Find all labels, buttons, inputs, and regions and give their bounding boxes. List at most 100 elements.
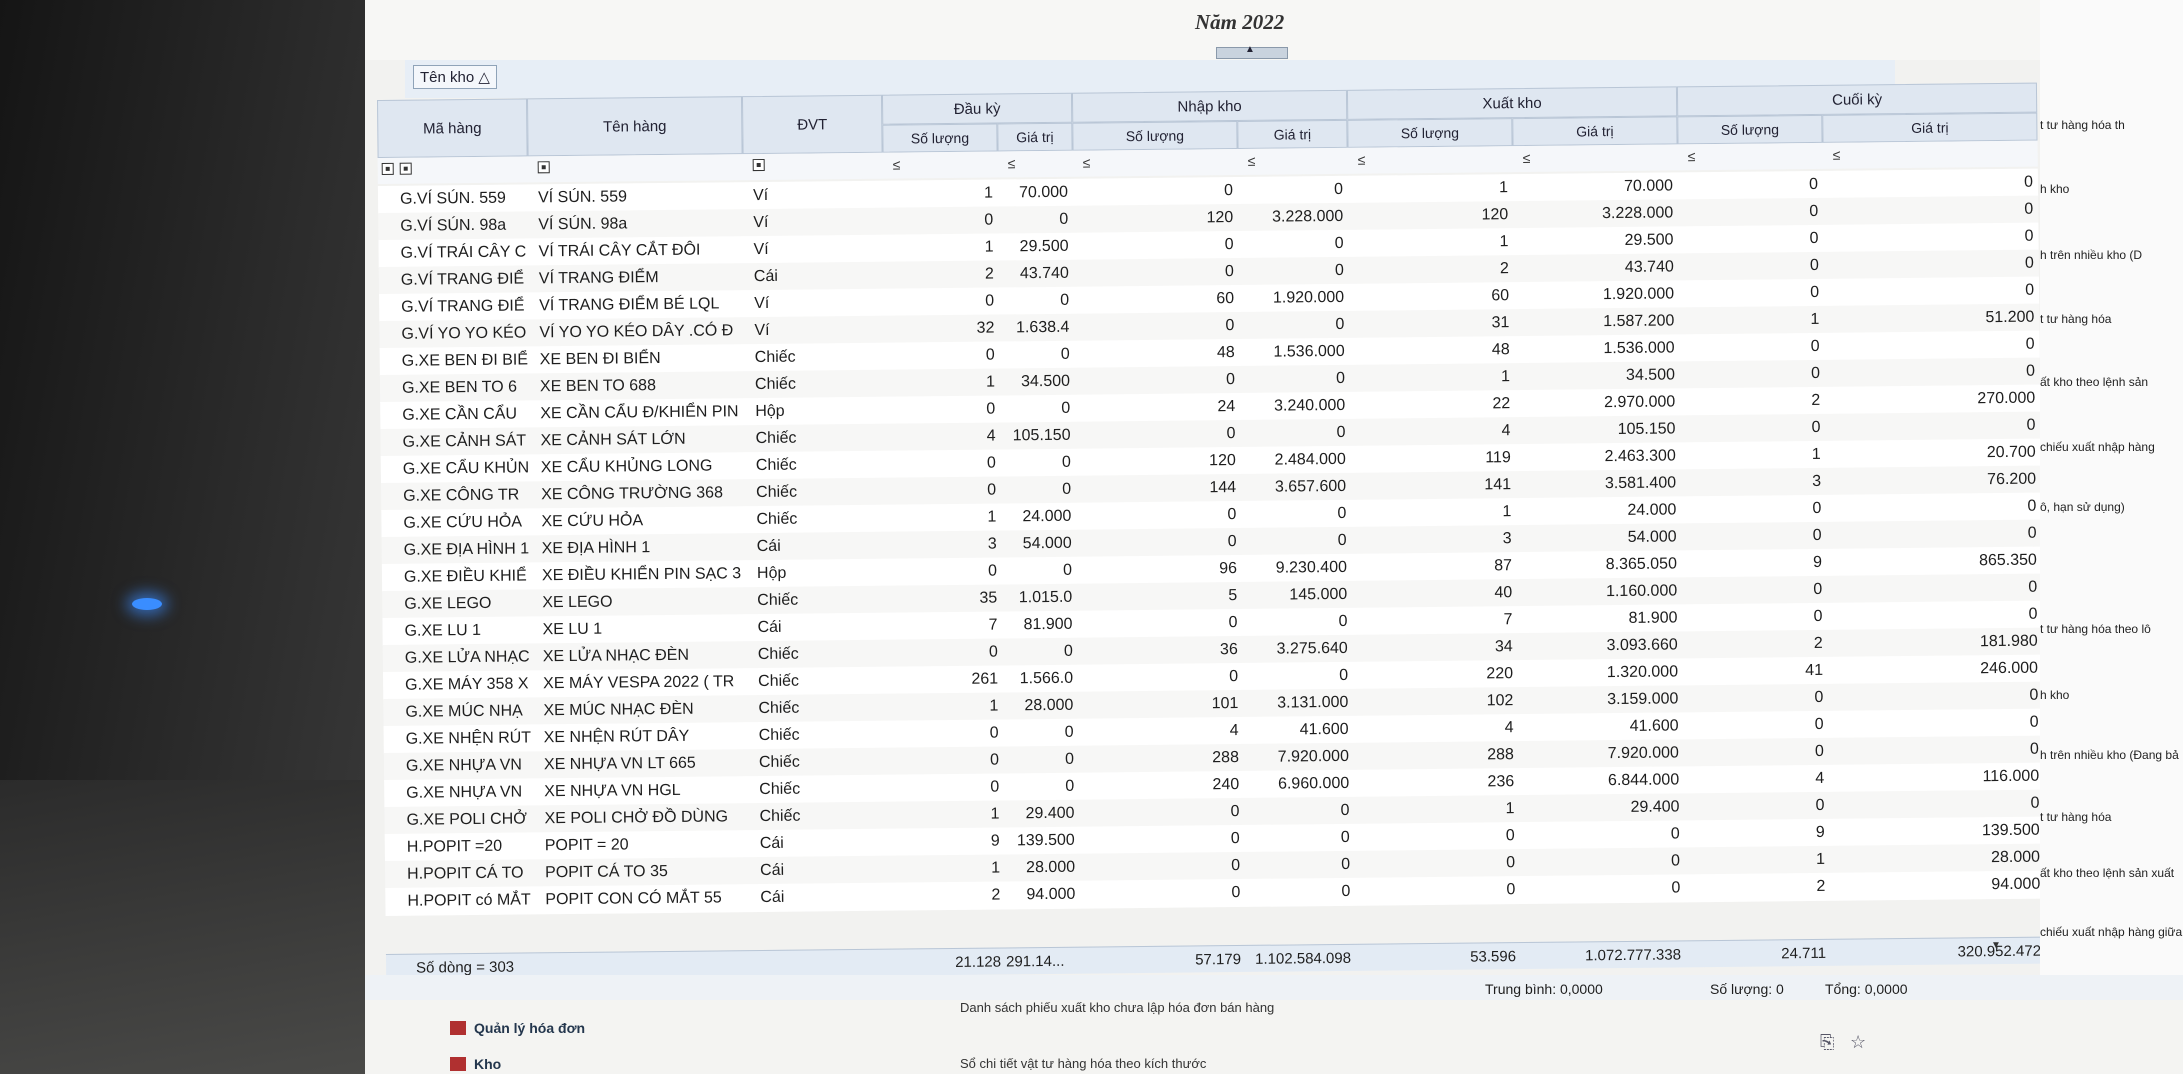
col-nhap-kho-so-luong[interactable]: Số lượng (1072, 120, 1238, 151)
col-cuoi-ky-so-luong[interactable]: Số lượng (1677, 114, 1823, 145)
cell-ck-gia-tri: 94.000 (1991, 875, 2041, 894)
report-list-item[interactable]: t tư hàng hóa theo lô (2040, 622, 2151, 636)
cell-xk-so-luong: 87 (1494, 557, 1513, 575)
cell-nk-so-luong: 144 (1209, 479, 1237, 497)
filter-ten-hang[interactable] (537, 160, 550, 176)
report-list-item[interactable]: t tư hàng hóa th (2040, 118, 2125, 132)
filter-dk-gt[interactable]: ≤ (1007, 155, 1016, 172)
col-xuat-kho-so-luong[interactable]: Số lượng (1347, 118, 1513, 148)
cell-dk-gia-tri: 0 (1062, 561, 1073, 579)
cell-ck-gia-tri: 0 (2029, 686, 2039, 704)
col-cuoi-ky-gia-tri[interactable]: Giá trị (1822, 112, 2038, 143)
cell-xk-gia-tri: 3.159.000 (1607, 690, 1679, 709)
cell-dvt: Chiếc (758, 753, 800, 772)
cell-nk-so-luong: 0 (1229, 668, 1239, 686)
cell-ck-gia-tri: 0 (2026, 416, 2036, 434)
cell-dvt: Chiếc (758, 699, 800, 718)
cell-ma-hang: G.XE NHỰA VN (405, 756, 522, 775)
nav-invoice[interactable]: Quản lý hóa đơn (450, 1020, 585, 1036)
power-led (132, 598, 162, 610)
cell-xk-gia-tri: 70.000 (1623, 177, 1674, 195)
cell-ma-hang: G.XE CẨU KHỦN (402, 459, 530, 478)
report-list-item[interactable]: ất kho theo lệnh sản xuất (2040, 866, 2175, 880)
cell-nk-gia-tri: 7.920.000 (1277, 747, 1350, 766)
cell-nk-gia-tri: 0 (1337, 531, 1347, 549)
cell-xk-so-luong: 7 (1503, 611, 1513, 629)
report-list-item[interactable]: h kho (2040, 182, 2070, 196)
report-list-item[interactable]: chiếu xuất nhập hàng giữa cá (2040, 925, 2183, 939)
col-dvt[interactable]: ĐVT (741, 94, 883, 155)
cell-ma-hang: G.VÍ TRANG ĐIỂ (400, 270, 525, 289)
cell-ten-hang: POPIT = 20 (544, 836, 629, 855)
cell-ma-hang: G.VÍ YO YO KÉO (401, 324, 527, 343)
cell-nk-so-luong: 120 (1206, 209, 1234, 227)
report-list-item[interactable]: ô, hạn sử dụng) (2040, 500, 2125, 514)
star-icon[interactable]: ☆ (1850, 1032, 1867, 1052)
cell-ten-hang: XE NHỰA VN HGL (544, 781, 681, 801)
cell-nk-gia-tri: 0 (1334, 234, 1344, 252)
cell-nk-gia-tri: 9.230.400 (1275, 558, 1348, 577)
preview-icon[interactable]: ⎘ (1820, 1032, 1835, 1052)
group-by-tag[interactable]: Tên kho △ (413, 65, 497, 89)
scroll-down-icon[interactable]: ▼ (1991, 940, 2001, 951)
cell-ck-so-luong: 1 (1816, 850, 1826, 868)
cell-xk-so-luong: 22 (1492, 395, 1511, 413)
filter-ck-sl[interactable]: ≤ (1687, 148, 1696, 165)
col-dau-ky-gia-tri[interactable]: Giá trị (997, 122, 1073, 152)
col-dau-ky-so-luong[interactable]: Số lượng (882, 123, 998, 153)
cell-ck-so-luong: 0 (1814, 715, 1824, 733)
cell-ck-gia-tri: 0 (2030, 794, 2040, 812)
cell-dk-gia-tri: 28.000 (1024, 696, 1074, 715)
cell-nk-so-luong: 0 (1224, 236, 1234, 254)
col-nhap-kho-gia-tri[interactable]: Giá trị (1237, 119, 1348, 149)
cell-dvt: Cái (757, 618, 782, 637)
report-list-item[interactable]: t tư hàng hóa (2040, 312, 2112, 326)
report-link-1[interactable]: Danh sách phiếu xuất kho chưa lập hóa đơ… (960, 1000, 1275, 1015)
report-list-item[interactable]: ất kho theo lệnh sản (2040, 375, 2149, 389)
cell-ck-so-luong: 9 (1812, 553, 1823, 571)
cell-dk-gia-tri: 0 (1063, 642, 1073, 660)
filter-nk-sl[interactable]: ≤ (1082, 154, 1091, 171)
cell-dk-gia-tri: 29.500 (1019, 237, 1069, 256)
panel-splitter[interactable]: ▲ (1216, 44, 1288, 59)
nav-invoice-label: Quản lý hóa đơn (474, 1020, 586, 1036)
report-list-item[interactable]: h trên nhiều kho (D (2040, 248, 2143, 262)
cell-nk-gia-tri: 0 (1337, 504, 1347, 522)
cell-xk-gia-tri: 1.536.000 (1603, 339, 1675, 358)
col-xuat-kho-gia-tri[interactable]: Giá trị (1512, 116, 1678, 147)
status-count: Số lượng: 0 (1710, 981, 1784, 997)
warehouse-icon (450, 1057, 466, 1071)
filter-ck-gt[interactable]: ≤ (1832, 146, 1841, 163)
cell-ten-hang: XE MÚC NHẠC ĐÈN (543, 700, 694, 720)
nav-kho[interactable]: Kho (450, 1056, 501, 1072)
cell-xk-gia-tri: 8.365.050 (1605, 555, 1678, 574)
filter-xk-sl[interactable]: ≤ (1357, 151, 1366, 168)
filter-ma-hang[interactable] (399, 162, 412, 178)
cell-ma-hang: G.XE LỬA NHẠC (404, 648, 530, 667)
report-list-item[interactable]: t tư hàng hóa (2040, 810, 2112, 824)
cell-dk-so-luong: 0 (985, 346, 995, 364)
cell-ck-gia-tri: 0 (2027, 524, 2037, 542)
col-ten-hang[interactable]: Tên hàng (526, 96, 743, 157)
col-group-nhap-kho: Nhập kho (1071, 89, 1348, 123)
cell-ma-hang: G.XE BEN ĐI BIỂ (401, 351, 529, 370)
report-list-item[interactable]: h trên nhiều kho (Đang bả (2040, 748, 2179, 762)
filter-clear-icon[interactable] (381, 162, 394, 178)
cell-ten-hang: XE LỬA NHẠC ĐÈN (542, 646, 690, 666)
filter-dk-sl[interactable]: ≤ (892, 156, 901, 173)
report-list-item[interactable]: h kho (2040, 688, 2070, 702)
total-dk-gt: 291.14... (1005, 952, 1065, 971)
cell-dk-so-luong: 1 (984, 184, 994, 202)
cell-xk-so-luong: 0 (1506, 854, 1516, 872)
cell-ck-so-luong: 41 (1805, 661, 1824, 680)
filter-xk-gt[interactable]: ≤ (1522, 149, 1531, 167)
report-link-2[interactable]: Sổ chi tiết vật tư hàng hóa theo kích th… (960, 1056, 1207, 1071)
cell-xk-so-luong: 236 (1487, 773, 1515, 791)
cell-ck-gia-tri: 0 (2025, 362, 2036, 380)
filter-dvt[interactable] (752, 158, 765, 174)
col-ma-hang[interactable]: Mã hàng (377, 98, 528, 158)
cell-ck-gia-tri: 0 (2024, 254, 2034, 272)
cell-ma-hang: G.XE MÁY 358 X (405, 675, 529, 694)
filter-nk-gt[interactable]: ≤ (1247, 152, 1256, 169)
report-list-item[interactable]: chiếu xuất nhập hàng (2040, 440, 2155, 454)
